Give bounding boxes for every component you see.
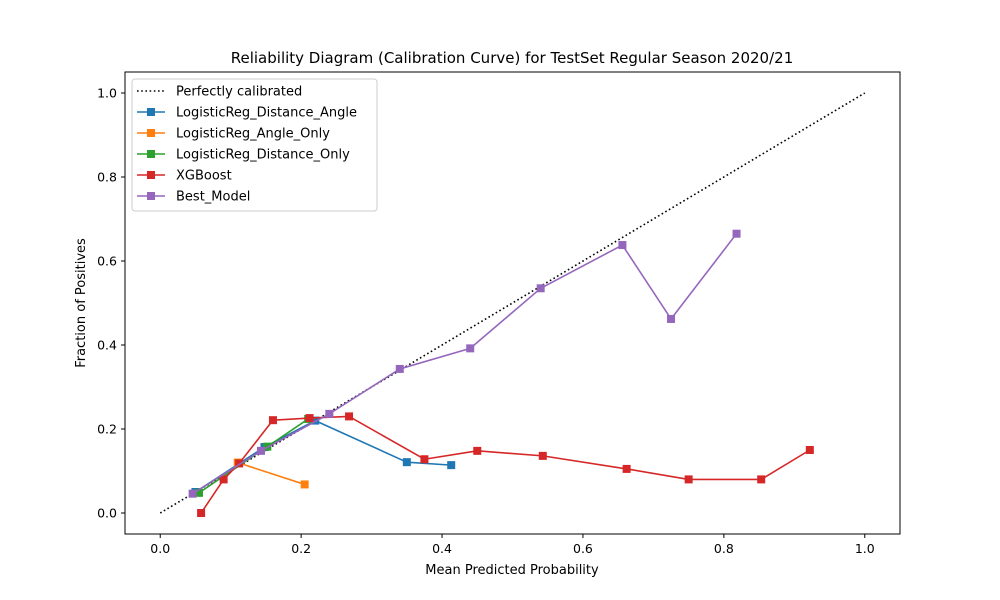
- xgboost-point: [684, 475, 693, 484]
- legend-marker: [147, 171, 155, 179]
- legend: Perfectly calibrated LogisticReg_Distance…: [131, 78, 378, 212]
- best-model-point: [732, 229, 741, 238]
- xgboost-point: [420, 455, 429, 464]
- legend-marker: [147, 192, 155, 200]
- x-axis: 0.0 0.2 0.4 0.6 0.8 1.0: [150, 534, 875, 556]
- plot-frame: [124, 71, 901, 535]
- legend-label: LogisticReg_Distance_Only: [176, 148, 350, 163]
- y-tick-label: 0.4: [97, 338, 117, 353]
- best-model-point: [395, 364, 404, 373]
- logisticreg-distance-only-point: [194, 488, 203, 497]
- y-tick-label: 1.0: [97, 86, 117, 101]
- best-model-point: [256, 446, 265, 455]
- x-tick-label: 0.6: [573, 541, 593, 556]
- xgboost-point: [235, 459, 244, 468]
- series-xgboost: [197, 412, 814, 517]
- best-model-point: [466, 344, 475, 353]
- legend-marker: [147, 150, 155, 158]
- xgboost-point: [622, 464, 631, 473]
- xgboost-point: [197, 509, 206, 517]
- x-tick-label: 1.0: [855, 541, 875, 556]
- legend-label: LogisticReg_Angle_Only: [176, 127, 330, 142]
- y-tick-label: 0.2: [97, 422, 117, 437]
- legend-entry-xgboost: XGBoost: [137, 169, 232, 184]
- chart-title: Reliability Diagram (Calibration Curve) …: [231, 49, 794, 67]
- xgboost-point: [305, 414, 314, 423]
- x-axis-label: Mean Predicted Probability: [425, 563, 599, 578]
- y-axis-label: Fraction of Positives: [74, 238, 89, 368]
- legend-entry-logisticreg-angle-only: LogisticReg_Angle_Only: [137, 127, 330, 142]
- series-best-model: [188, 229, 741, 498]
- best-model-point: [325, 409, 334, 418]
- best-model-point: [618, 241, 627, 250]
- legend-label: XGBoost: [176, 169, 232, 184]
- xgboost-point: [757, 475, 766, 484]
- legend-box: [131, 78, 378, 212]
- best-model-point: [188, 489, 197, 498]
- y-axis: 0.0 0.2 0.4 0.6 0.8 1.0: [97, 86, 125, 521]
- x-tick-label: 0.8: [714, 541, 734, 556]
- x-tick-label: 0.2: [291, 541, 311, 556]
- legend-label: Best_Model: [176, 190, 250, 205]
- best-model-point: [667, 314, 676, 323]
- xgboost-point: [473, 446, 482, 455]
- logisticreg-distance-angle-point: [402, 458, 411, 467]
- y-tick-label: 0.6: [97, 254, 117, 269]
- best-model-point: [536, 284, 545, 293]
- legend-entry-best-model: Best_Model: [137, 190, 250, 205]
- x-tick-label: 0.0: [150, 541, 170, 556]
- xgboost-point: [268, 416, 277, 425]
- legend-entry-logisticreg-distance-angle: LogisticReg_Distance_Angle: [137, 106, 357, 121]
- legend-label: LogisticReg_Distance_Angle: [176, 106, 357, 121]
- xgboost-point: [345, 412, 354, 421]
- legend-entry-logisticreg-distance-only: LogisticReg_Distance_Only: [137, 148, 350, 163]
- x-tick-label: 0.4: [432, 541, 452, 556]
- xgboost-point: [219, 475, 228, 484]
- legend-label: Perfectly calibrated: [176, 85, 302, 100]
- xgboost-point: [538, 451, 547, 460]
- xgboost-point: [805, 446, 814, 454]
- series-layer: [188, 229, 814, 517]
- y-tick-label: 0.8: [97, 170, 117, 185]
- legend-entry-perfectly-calibrated: Perfectly calibrated: [137, 85, 302, 100]
- logisticreg-angle-only-line: [237, 461, 305, 486]
- legend-marker: [147, 108, 155, 116]
- logisticreg-distance-angle-point: [447, 461, 456, 470]
- logisticreg-angle-only-point: [300, 480, 309, 489]
- y-tick-label: 0.0: [97, 506, 117, 521]
- legend-marker: [147, 129, 155, 137]
